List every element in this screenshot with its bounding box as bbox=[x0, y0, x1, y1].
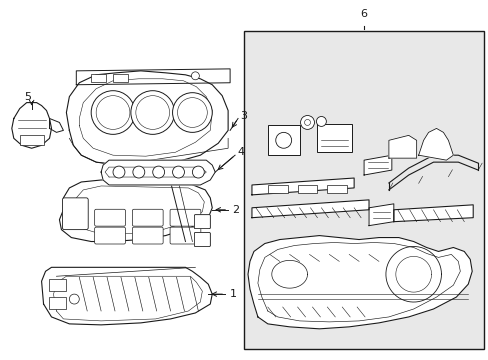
FancyBboxPatch shape bbox=[194, 215, 210, 229]
Bar bbox=[244, 31, 483, 349]
Bar bbox=[20, 135, 43, 145]
Polygon shape bbox=[393, 205, 472, 222]
Polygon shape bbox=[12, 103, 51, 148]
Bar bbox=[91, 74, 106, 82]
Polygon shape bbox=[66, 71, 228, 165]
Polygon shape bbox=[76, 69, 230, 85]
Circle shape bbox=[300, 116, 314, 129]
Circle shape bbox=[192, 166, 204, 178]
Text: 2: 2 bbox=[232, 205, 239, 215]
Polygon shape bbox=[418, 129, 452, 160]
Polygon shape bbox=[49, 118, 63, 132]
Polygon shape bbox=[251, 200, 368, 218]
Text: 6: 6 bbox=[360, 9, 367, 19]
FancyBboxPatch shape bbox=[62, 198, 88, 230]
Circle shape bbox=[172, 166, 184, 178]
Polygon shape bbox=[41, 267, 212, 325]
Bar bbox=[317, 125, 351, 152]
Bar bbox=[48, 279, 66, 291]
Circle shape bbox=[304, 120, 310, 125]
Bar bbox=[48, 297, 66, 309]
FancyBboxPatch shape bbox=[170, 209, 201, 226]
Bar bbox=[267, 125, 299, 155]
Bar bbox=[297, 185, 317, 193]
Polygon shape bbox=[364, 155, 391, 175]
Circle shape bbox=[131, 91, 174, 134]
Bar bbox=[267, 185, 287, 193]
Bar bbox=[113, 74, 128, 82]
FancyBboxPatch shape bbox=[194, 233, 210, 247]
Polygon shape bbox=[388, 135, 416, 158]
Polygon shape bbox=[251, 178, 353, 195]
FancyBboxPatch shape bbox=[194, 215, 210, 229]
Polygon shape bbox=[368, 204, 393, 226]
Circle shape bbox=[191, 72, 199, 80]
Text: 1: 1 bbox=[230, 289, 237, 299]
Circle shape bbox=[172, 93, 212, 132]
FancyBboxPatch shape bbox=[95, 227, 125, 244]
Polygon shape bbox=[101, 160, 215, 185]
Circle shape bbox=[275, 132, 291, 148]
Circle shape bbox=[136, 96, 169, 129]
Bar bbox=[326, 185, 346, 193]
FancyBboxPatch shape bbox=[170, 227, 201, 244]
Circle shape bbox=[177, 98, 207, 127]
Circle shape bbox=[133, 166, 144, 178]
Circle shape bbox=[96, 96, 130, 129]
FancyBboxPatch shape bbox=[132, 209, 163, 226]
Text: 5: 5 bbox=[24, 92, 31, 102]
Circle shape bbox=[69, 294, 79, 304]
Polygon shape bbox=[247, 235, 471, 329]
FancyBboxPatch shape bbox=[194, 233, 210, 247]
Circle shape bbox=[152, 166, 164, 178]
FancyBboxPatch shape bbox=[95, 209, 125, 226]
Circle shape bbox=[91, 91, 135, 134]
Circle shape bbox=[316, 117, 325, 126]
Text: 3: 3 bbox=[240, 111, 246, 121]
Polygon shape bbox=[60, 180, 212, 242]
FancyBboxPatch shape bbox=[132, 227, 163, 244]
Circle shape bbox=[113, 166, 124, 178]
Text: 4: 4 bbox=[237, 147, 244, 157]
